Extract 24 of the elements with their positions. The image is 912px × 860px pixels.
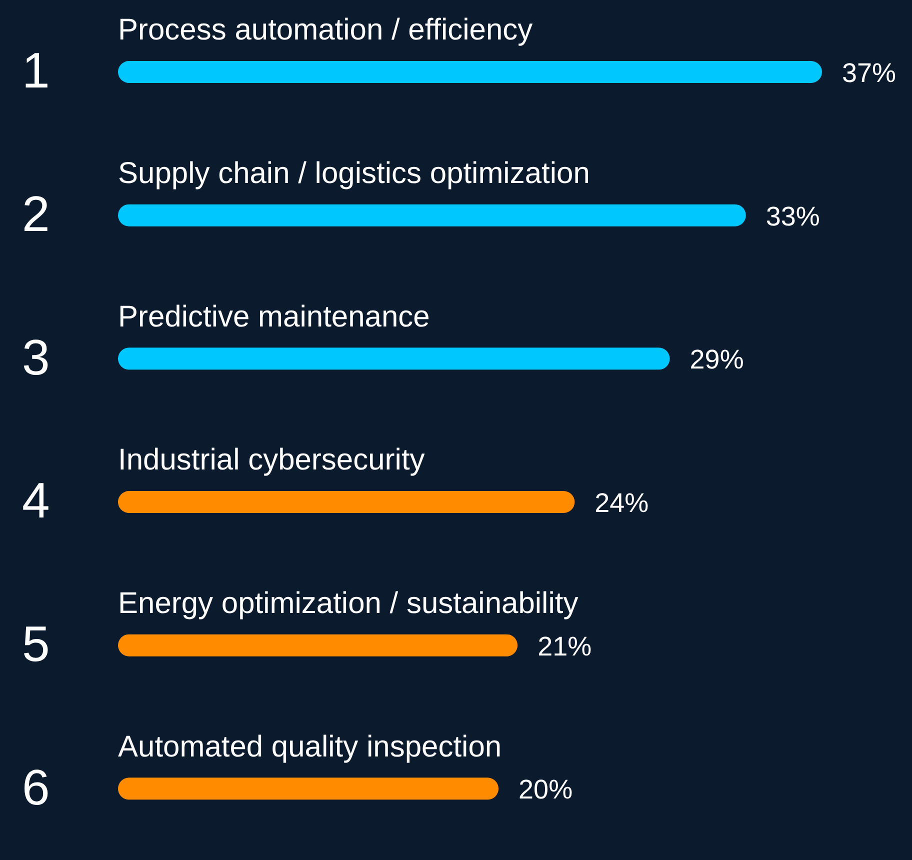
y-tick-label: Automated quality inspection — [118, 730, 502, 764]
bar — [118, 778, 499, 800]
bar — [118, 61, 822, 83]
text: 3 — [22, 329, 50, 386]
data-label: 29% — [690, 344, 744, 375]
y-tick-label: Industrial cybersecurity — [118, 444, 425, 477]
bar — [118, 348, 670, 370]
bar — [118, 204, 746, 226]
data-label: 20% — [518, 774, 573, 805]
y-tick-label: Predictive maintenance — [118, 300, 430, 334]
bar — [118, 491, 575, 513]
text: 2 — [22, 186, 50, 242]
data-label: 37% — [842, 58, 896, 88]
text: 1 — [22, 42, 50, 99]
data-label: 21% — [538, 631, 592, 662]
y-tick-label: Supply chain / logistics optimization — [118, 157, 590, 190]
data-label: 33% — [766, 201, 820, 232]
text: 6 — [22, 759, 50, 816]
text: 5 — [22, 616, 50, 672]
bar — [118, 634, 518, 656]
data-label: 24% — [594, 488, 649, 518]
y-tick-label: Process automation / efficiency — [118, 14, 533, 47]
y-tick-label: Energy optimization / sustainability — [118, 587, 578, 620]
text: 4 — [22, 472, 50, 529]
